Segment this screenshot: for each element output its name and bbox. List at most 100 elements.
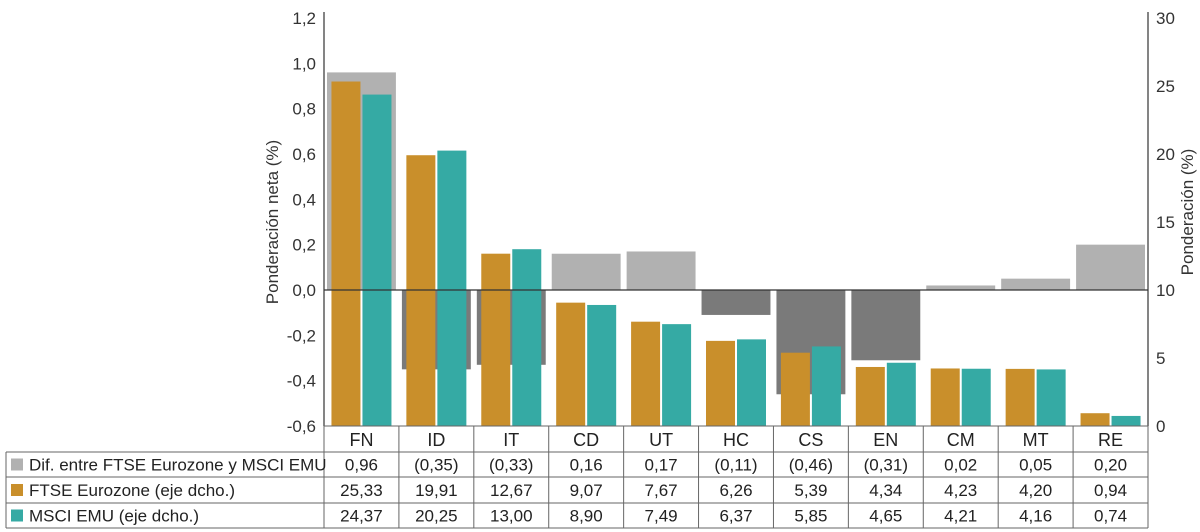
legend-swatch-ftse [11,484,23,496]
bar-ftse-re [1080,413,1110,426]
y-right-tick-label: 20 [1156,145,1175,164]
cell-ftse-mt: 4,20 [1019,481,1052,500]
y-left-tick-label: -0,4 [287,372,316,391]
y-left-tick-label: 1,2 [292,9,316,28]
cell-msci-cd: 8,90 [570,507,603,526]
bar-ftse-mt [1005,368,1035,426]
y-left-tick-label: 1,0 [292,54,316,73]
bar-msci-re [1111,415,1141,426]
cell-msci-hc: 6,37 [719,507,752,526]
cell-msci-cm: 4,21 [944,507,977,526]
cell-ftse-hc: 6,26 [719,481,752,500]
bar-diff-en [851,290,921,361]
y-right-tick-label: 10 [1156,281,1175,300]
cell-diff-cd: 0,16 [570,456,603,475]
y-right-axis-title: Ponderación (%) [1178,149,1197,276]
legend-label-diff: Dif. entre FTSE Eurozone y MSCI EMU [29,456,327,475]
cell-diff-mt: 0,05 [1019,456,1052,475]
y-left-tick-label: 0,0 [292,281,316,300]
y-right-tick-label: 5 [1156,349,1165,368]
bar-msci-cd [587,304,617,426]
legend-label-ftse: FTSE Eurozone (eje dcho.) [29,481,235,500]
cell-ftse-ut: 7,67 [645,481,678,500]
bar-msci-mt [1036,369,1066,426]
cell-diff-re: 0,20 [1094,456,1127,475]
category-label-id: ID [427,430,445,450]
cell-diff-it: (0,33) [489,456,533,475]
y-right-tick-label: 15 [1156,213,1175,232]
bar-msci-id [437,150,467,426]
bar-diff-cm [926,285,996,290]
bar-msci-en [886,362,916,426]
bar-ftse-ut [631,321,661,426]
cell-msci-it: 13,00 [490,507,533,526]
cell-msci-cs: 5,85 [794,507,827,526]
bar-diff-ut [626,251,696,290]
cell-diff-fn: 0,96 [345,456,378,475]
cell-diff-en: (0,31) [864,456,908,475]
cell-ftse-en: 4,34 [869,481,902,500]
bar-ftse-cm [930,368,960,426]
category-label-en: EN [873,430,898,450]
bar-msci-hc [737,339,766,426]
category-label-it: IT [503,430,519,450]
category-label-cd: CD [573,430,599,450]
bar-ftse-en [855,366,885,426]
category-label-re: RE [1098,430,1123,450]
cell-msci-en: 4,65 [869,507,902,526]
legend-swatch-diff [11,458,23,471]
cell-diff-cm: 0,02 [944,456,977,475]
y-left-tick-label: 0,4 [292,190,316,209]
y-left-tick-label: -0,6 [287,417,316,436]
cell-msci-id: 20,25 [415,507,458,526]
bars-layer [327,72,1145,427]
category-label-fn: FN [349,430,373,450]
y-right-tick-label: 30 [1156,9,1175,28]
bar-ftse-it [481,253,511,426]
y-right-tick-label: 25 [1156,77,1175,96]
cell-diff-hc: (0,11) [714,456,757,475]
cell-msci-ut: 7,49 [645,507,678,526]
bar-msci-fn [362,94,392,427]
cell-diff-cs: (0,46) [789,456,833,475]
bar-diff-cd [551,253,621,290]
cell-ftse-cd: 9,07 [570,481,603,500]
cell-ftse-re: 0,94 [1094,481,1127,500]
y-left-tick-label: -0,2 [287,326,316,345]
bar-ftse-id [406,155,436,426]
category-label-ut: UT [649,430,673,450]
y-left-tick-label: 0,2 [292,236,316,255]
data-table: FN ID IT CD UT HC CS EN CM MT RE Dif. entre FTSE Eu… [5,425,1149,529]
bar-msci-it [512,249,542,426]
axes-layer: 1,2 1,0 0,8 0,6 0,4 0,2 0,0 -0,2 -0,4 -0,6 30 25 20 1… [263,9,1197,436]
bar-msci-cm [961,368,991,426]
y-left-tick-label: 0,8 [292,100,316,119]
cell-msci-re: 0,74 [1094,507,1127,526]
bar-ftse-hc [706,340,735,426]
bar-msci-cs [811,346,841,426]
cell-diff-ut: 0,17 [645,456,678,475]
legend-swatch-msci [11,509,23,522]
category-label-hc: HC [723,430,749,450]
cell-msci-mt: 4,16 [1019,507,1052,526]
bar-ftse-cs [780,352,810,426]
bar-ftse-cd [556,302,586,426]
y-left-tick-label: 0,6 [292,145,316,164]
category-label-cs: CS [798,430,823,450]
cell-ftse-id: 19,91 [415,481,458,500]
bar-diff-hc [701,290,771,315]
bar-diff-mt [1001,278,1071,290]
cell-ftse-it: 12,67 [490,481,533,500]
bar-diff-re [1076,244,1145,290]
bar-ftse-fn [331,81,361,427]
category-label-mt: MT [1023,430,1049,450]
y-right-tick-label: 0 [1156,417,1165,436]
legend-label-msci: MSCI EMU (eje dcho.) [29,507,199,526]
cell-msci-fn: 24,37 [340,507,383,526]
y-left-axis-title: Ponderación neta (%) [263,140,282,304]
bar-msci-ut [662,324,692,426]
cell-diff-id: (0,35) [414,456,458,475]
category-label-cm: CM [947,430,975,450]
cell-ftse-cs: 5,39 [794,481,827,500]
